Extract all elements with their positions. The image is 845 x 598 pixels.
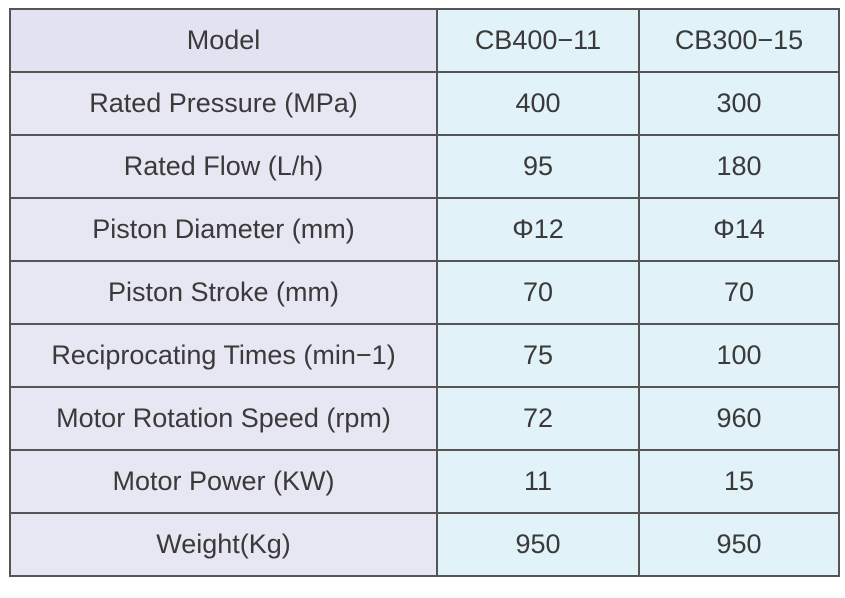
header-row: Model CB400−11 CB300−15 [9,8,840,73]
row-label: Reciprocating Times (min−1) [9,323,438,388]
cell: 72 [436,386,640,451]
cell: Φ12 [436,197,640,262]
cell: 15 [638,449,840,514]
cell: 950 [436,512,640,577]
row-label: Motor Rotation Speed (rpm) [9,386,438,451]
table-row: Rated Flow (L/h) 95 180 [9,134,840,199]
cell: 70 [638,260,840,325]
row-label: Piston Diameter (mm) [9,197,438,262]
table-row: Reciprocating Times (min−1) 75 100 [9,323,840,388]
cell: CB400−11 [436,8,640,73]
row-label: Motor Power (KW) [9,449,438,514]
cell: Φ14 [638,197,840,262]
cell: 400 [436,71,640,136]
cell: 950 [638,512,840,577]
table-row: Piston Stroke (mm) 70 70 [9,260,840,325]
spec-table-container: Model CB400−11 CB300−15 Rated Pressure (MPa… [9,8,840,577]
cell: 70 [436,260,640,325]
row-label: Model [9,8,438,73]
table-row: Motor Rotation Speed (rpm) 72 960 [9,386,840,451]
cell: CB300−15 [638,8,840,73]
table-row: Weight(Kg) 950 950 [9,512,840,577]
cell: 300 [638,71,840,136]
row-label: Weight(Kg) [9,512,438,577]
table-row: Rated Pressure (MPa) 400 300 [9,71,840,136]
row-label: Rated Flow (L/h) [9,134,438,199]
cell: 180 [638,134,840,199]
row-label: Piston Stroke (mm) [9,260,438,325]
table-row: Piston Diameter (mm) Φ12 Φ14 [9,197,840,262]
row-label: Rated Pressure (MPa) [9,71,438,136]
spec-table: Model CB400−11 CB300−15 Rated Pressure (MPa… [9,8,840,577]
cell: 11 [436,449,640,514]
cell: 95 [436,134,640,199]
table-row: Motor Power (KW) 11 15 [9,449,840,514]
cell: 75 [436,323,640,388]
cell: 100 [638,323,840,388]
cell: 960 [638,386,840,451]
